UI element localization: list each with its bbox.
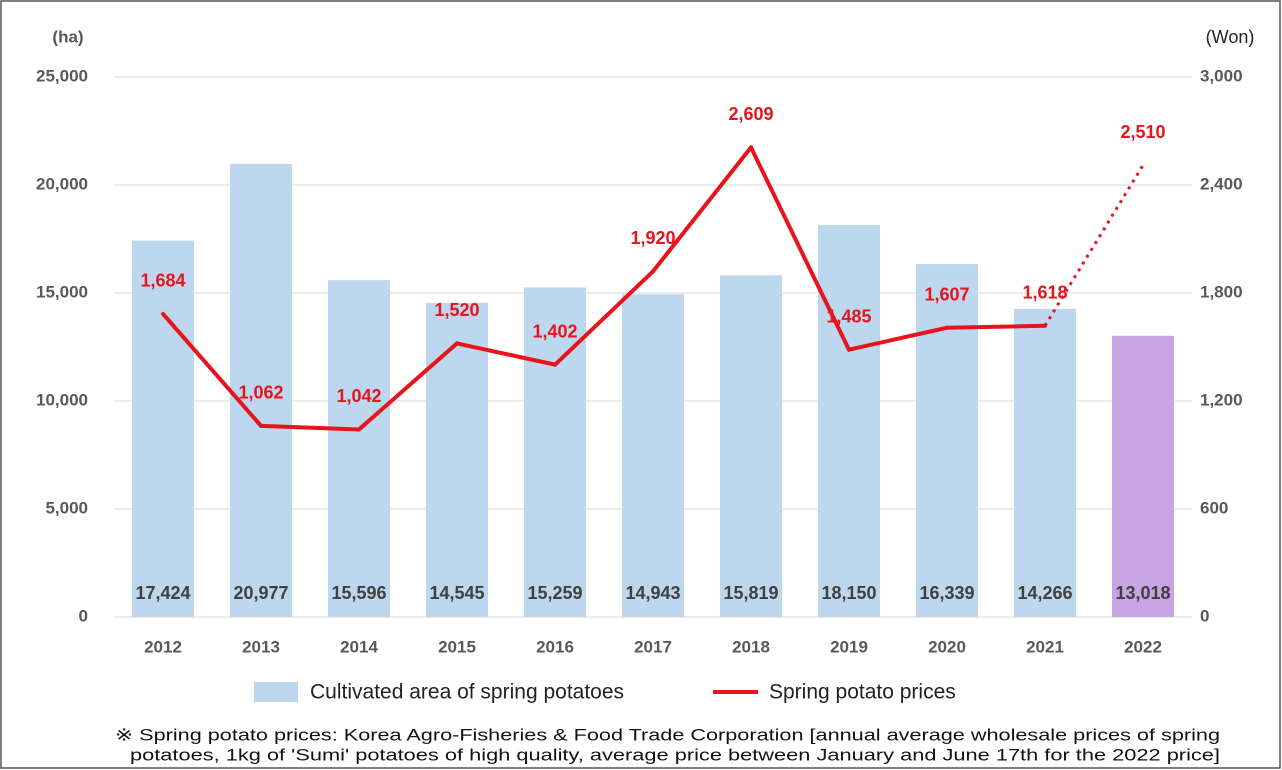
point-value-label: 2,609 — [728, 104, 773, 124]
bar — [426, 302, 488, 617]
x-tick-label: 2016 — [536, 637, 574, 656]
bar-value-label: 16,339 — [919, 583, 974, 603]
y2-tick-label: 1,800 — [1200, 282, 1243, 301]
line-segment — [357, 341, 459, 432]
bar-value-label: 14,266 — [1017, 583, 1072, 603]
line-segment — [455, 341, 557, 367]
line-segment — [161, 311, 263, 428]
line-segment — [259, 423, 361, 432]
point-value-label: 1,062 — [238, 383, 283, 403]
x-tick-label: 2022 — [1124, 637, 1162, 656]
point-value-label: 1,607 — [924, 284, 969, 304]
x-tick-label: 2015 — [438, 637, 476, 656]
bar-value-label: 14,545 — [429, 583, 484, 603]
line-segment — [651, 145, 753, 274]
bar — [622, 294, 684, 617]
y2-tick-label: 1,200 — [1200, 390, 1243, 409]
y-tick-label: 25,000 — [36, 66, 88, 85]
y2-tick-label: 2,400 — [1200, 174, 1243, 193]
bar-value-label: 13,018 — [1115, 583, 1170, 603]
point-value-label: 2,510 — [1120, 122, 1165, 142]
x-tick-label: 2017 — [634, 637, 672, 656]
bar — [916, 264, 978, 617]
x-tick-label: 2013 — [242, 637, 280, 656]
legend-swatch — [254, 682, 298, 702]
bar-value-label: 18,150 — [821, 583, 876, 603]
legend-label: Spring potato prices — [769, 681, 956, 704]
point-value-label: 1,042 — [336, 386, 381, 406]
line-segment — [945, 323, 1047, 330]
point-value-label: 1,520 — [434, 300, 479, 320]
bar-value-label: 14,943 — [625, 583, 680, 603]
x-tick-label: 2020 — [928, 637, 966, 656]
y-tick-label: 0 — [79, 606, 88, 625]
y-tick-label: 15,000 — [36, 282, 88, 301]
y-tick-label: 5,000 — [45, 498, 88, 517]
y2-unit: (Won) — [1206, 27, 1255, 47]
x-tick-label: 2018 — [732, 637, 770, 656]
line-segment — [553, 269, 655, 367]
bar-value-label: 15,819 — [723, 583, 778, 603]
bar — [230, 163, 292, 618]
line-segment — [749, 145, 851, 352]
point-value-label: 1,684 — [140, 271, 185, 291]
point-value-label: 1,402 — [532, 321, 577, 341]
point-value-label: 1,485 — [826, 306, 871, 326]
y2-tick-label: 3,000 — [1200, 66, 1243, 85]
line-segment — [847, 325, 949, 352]
x-tick-label: 2012 — [144, 637, 182, 656]
y-unit: (ha) — [52, 27, 83, 46]
bar — [818, 224, 880, 617]
bar-value-label: 15,596 — [331, 583, 386, 603]
x-tick-label: 2014 — [340, 637, 378, 656]
bar-value-label: 15,259 — [527, 583, 582, 603]
x-tick-label: 2019 — [830, 637, 868, 656]
footnote: ※ Spring potato prices: Korea Agro-Fishe… — [115, 725, 1220, 744]
point-value-label: 1,920 — [630, 228, 675, 248]
footnote: potatoes, 1kg of 'Sumi' potatoes of high… — [130, 745, 1220, 764]
bar — [720, 275, 782, 617]
point-value-label: 1,618 — [1022, 283, 1067, 303]
y-tick-label: 10,000 — [36, 390, 88, 409]
y2-tick-label: 0 — [1200, 606, 1209, 625]
x-tick-label: 2021 — [1026, 637, 1064, 656]
y-tick-label: 20,000 — [36, 174, 88, 193]
bar — [1112, 335, 1174, 617]
bar — [1014, 308, 1076, 617]
y2-tick-label: 600 — [1200, 498, 1228, 517]
bar-value-label: 20,977 — [233, 583, 288, 603]
bar — [132, 240, 194, 617]
bar-value-label: 17,424 — [135, 583, 190, 603]
bar — [328, 280, 390, 617]
legend-label: Cultivated area of spring potatoes — [310, 681, 624, 704]
